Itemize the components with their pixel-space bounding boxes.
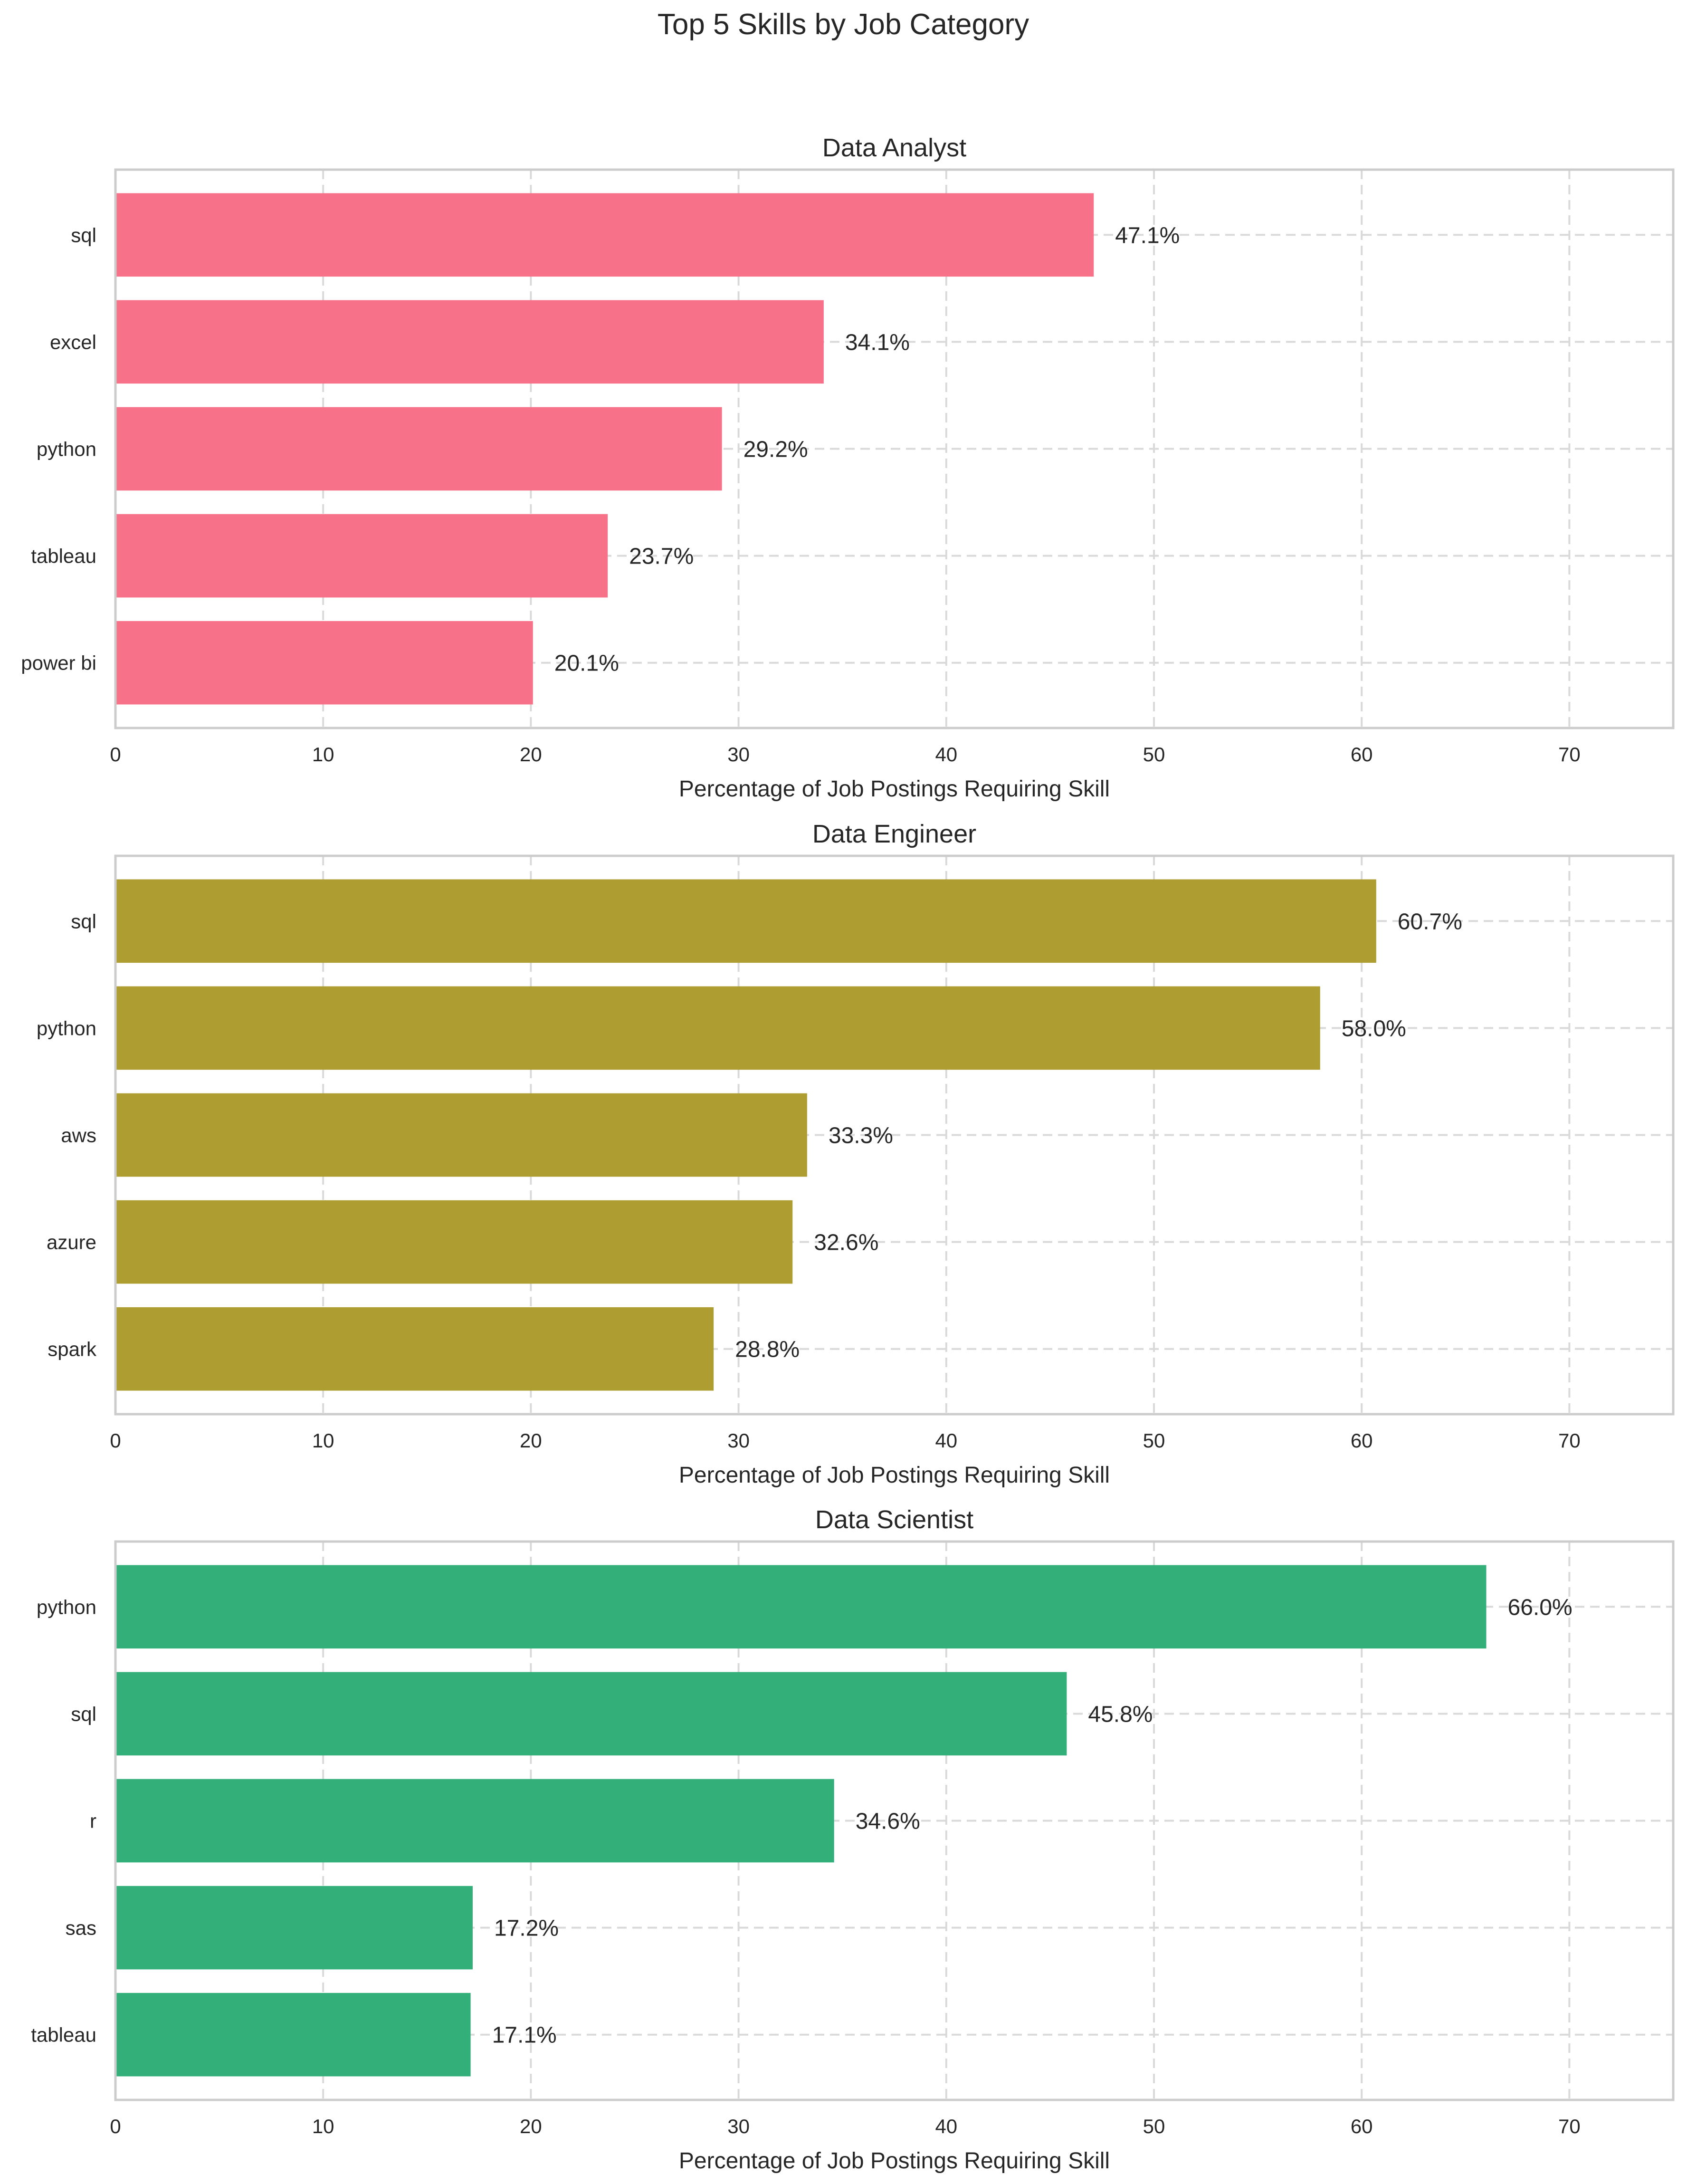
- x-tick-label: 0: [110, 2115, 121, 2137]
- x-tick-label: 20: [520, 2115, 542, 2137]
- subplot-1: Data Engineer 60.7% sql 58.0% python 33.3% aws…: [37, 820, 1675, 1488]
- x-tick-label: 70: [1558, 743, 1581, 766]
- axes-frame: [114, 1540, 1675, 2101]
- x-axis-label: Percentage of Job Postings Requiring Ski…: [679, 776, 1110, 802]
- category-tick-label: sas: [66, 1917, 96, 1939]
- x-tick-label: 30: [727, 743, 750, 766]
- subplot-title: Data Analyst: [822, 134, 966, 162]
- axes-frame: [114, 168, 1675, 729]
- x-tick-label: 40: [935, 1429, 957, 1452]
- bar-value-label: 45.8%: [1088, 1702, 1153, 1727]
- bar-value-label: 60.7%: [1398, 909, 1462, 934]
- bar-sql: [115, 879, 1376, 963]
- bar-r: [115, 1779, 834, 1863]
- bar-value-label: 34.1%: [845, 330, 910, 355]
- category-tick-label: sql: [71, 910, 96, 932]
- subplot-title: Data Engineer: [812, 820, 976, 848]
- x-tick-label: 10: [312, 1429, 334, 1452]
- bar-tableau: [115, 1992, 471, 2077]
- bar-python: [115, 986, 1320, 1070]
- figure-title: Top 5 Skills by Job Category: [658, 8, 1029, 41]
- x-tick-label: 0: [110, 1429, 121, 1452]
- bar-value-label: 34.6%: [856, 1809, 920, 1834]
- bar-value-label: 32.6%: [814, 1230, 878, 1255]
- category-tick-label: sql: [71, 1703, 96, 1725]
- x-tick-label: 10: [312, 2115, 334, 2137]
- bar-value-label: 47.1%: [1115, 223, 1180, 248]
- x-tick-label: 20: [520, 1429, 542, 1452]
- bar-spark: [115, 1307, 714, 1391]
- bar-tableau: [115, 514, 608, 598]
- bar-sql: [115, 193, 1094, 277]
- x-tick-label: 40: [935, 2115, 957, 2137]
- category-tick-label: spark: [48, 1338, 97, 1360]
- category-tick-label: power bi: [21, 652, 96, 674]
- x-axis-label: Percentage of Job Postings Requiring Ski…: [679, 2148, 1110, 2174]
- category-tick-label: aws: [61, 1124, 96, 1147]
- x-tick-label: 40: [935, 743, 957, 766]
- bar-value-label: 23.7%: [629, 544, 694, 569]
- x-tick-label: 50: [1143, 2115, 1165, 2137]
- category-tick-label: python: [37, 438, 96, 460]
- bar-power-bi: [115, 621, 533, 705]
- x-tick-label: 60: [1351, 743, 1373, 766]
- bar-value-label: 28.8%: [735, 1337, 800, 1362]
- bar-value-label: 33.3%: [829, 1123, 893, 1149]
- category-tick-label: python: [37, 1017, 96, 1039]
- category-tick-label: python: [37, 1596, 96, 1618]
- x-tick-label: 60: [1351, 1429, 1373, 1452]
- bar-python: [115, 1565, 1487, 1649]
- category-tick-label: excel: [50, 331, 96, 353]
- subplot-0: Data Analyst 47.1% sql 34.1% excel 29.2% pytho…: [21, 134, 1675, 802]
- category-tick-label: sql: [71, 224, 96, 246]
- x-tick-label: 10: [312, 743, 334, 766]
- bar-value-label: 17.1%: [492, 2023, 557, 2048]
- axes-frame: [114, 854, 1675, 1416]
- x-tick-label: 70: [1558, 2115, 1581, 2137]
- bar-excel: [115, 300, 824, 384]
- bar-value-label: 17.2%: [494, 1916, 559, 1941]
- category-tick-label: tableau: [31, 2024, 96, 2046]
- x-tick-label: 0: [110, 743, 121, 766]
- bar-python: [115, 407, 722, 491]
- x-tick-label: 50: [1143, 1429, 1165, 1452]
- bar-sas: [115, 1886, 473, 1970]
- category-tick-label: r: [90, 1810, 96, 1832]
- bar-value-label: 58.0%: [1342, 1016, 1406, 1041]
- x-tick-label: 20: [520, 743, 542, 766]
- subplots: Data Analyst 47.1% sql 34.1% excel 29.2% pytho…: [21, 134, 1675, 2174]
- bar-sql: [115, 1672, 1067, 1756]
- x-axis-label: Percentage of Job Postings Requiring Ski…: [679, 1463, 1110, 1488]
- x-tick-label: 60: [1351, 2115, 1373, 2137]
- x-tick-label: 30: [727, 1429, 750, 1452]
- x-tick-label: 70: [1558, 1429, 1581, 1452]
- subplot-title: Data Scientist: [815, 1505, 973, 1534]
- bar-aws: [115, 1093, 807, 1177]
- x-tick-label: 30: [727, 2115, 750, 2137]
- bar-value-label: 29.2%: [743, 437, 808, 462]
- bar-azure: [115, 1200, 793, 1284]
- bar-value-label: 66.0%: [1508, 1595, 1573, 1620]
- category-tick-label: azure: [47, 1231, 96, 1254]
- subplot-2: Data Scientist 66.0% python 45.8% sql 34.6% r 1…: [31, 1505, 1675, 2174]
- x-tick-label: 50: [1143, 743, 1165, 766]
- bar-value-label: 20.1%: [554, 651, 619, 676]
- category-tick-label: tableau: [31, 545, 96, 567]
